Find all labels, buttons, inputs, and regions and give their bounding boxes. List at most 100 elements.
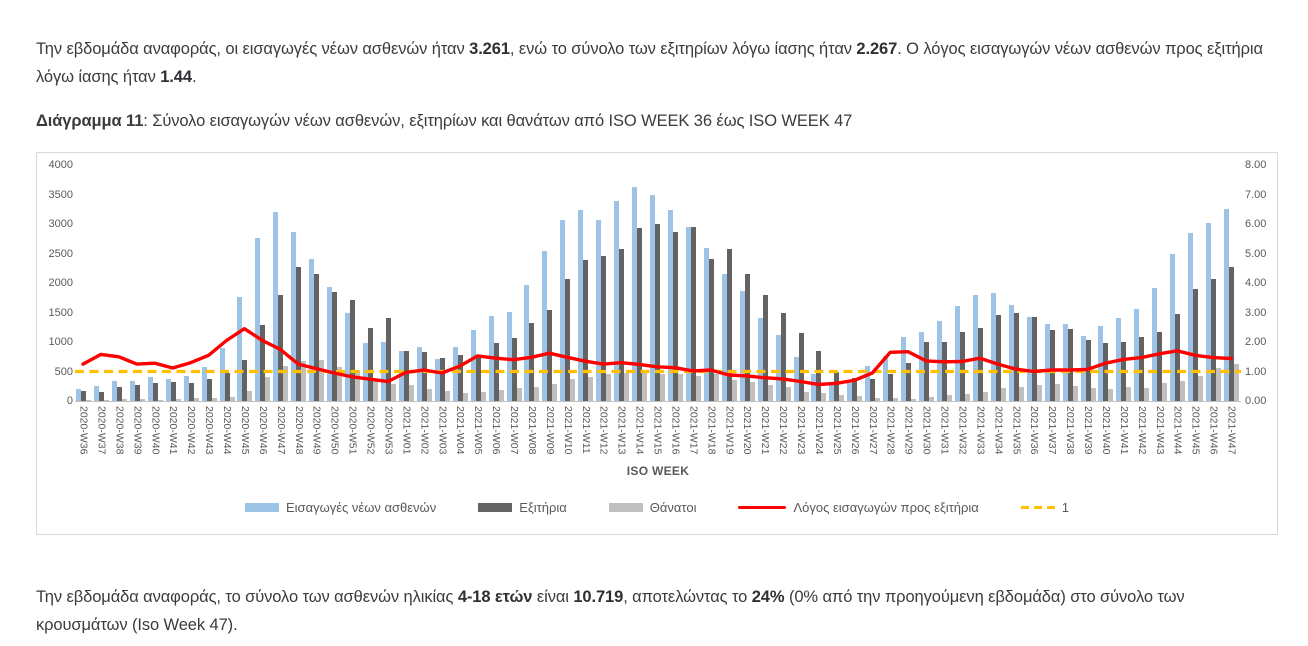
bar-discharges: [565, 279, 571, 401]
x-axis-label: 2021-W21: [759, 406, 772, 455]
bar-admissions: [847, 383, 853, 401]
bar-deaths: [677, 373, 683, 401]
x-axis-label: 2021-W23: [795, 406, 808, 455]
x-axis-label: 2021-W06: [490, 406, 503, 455]
x-axis-label: 2021-W38: [1064, 406, 1077, 455]
x-axis-label: 2021-W46: [1207, 406, 1220, 455]
bar-admissions: [919, 331, 925, 401]
bar-discharges: [1157, 331, 1163, 401]
x-axis-label: 2021-W24: [812, 406, 825, 455]
bar-discharges: [995, 314, 1001, 401]
bar-discharges: [242, 359, 248, 401]
bar-deaths: [1162, 382, 1168, 401]
x-axis-label: 2021-W09: [543, 406, 556, 455]
bar-deaths: [893, 397, 899, 401]
legend-line-swatch: [738, 506, 787, 509]
bar-admissions: [1134, 308, 1140, 401]
bar-deaths: [103, 399, 109, 401]
bar-discharges: [583, 259, 589, 401]
text-run: Την εβδομάδα αναφοράς, το σύνολο των ασθ…: [36, 587, 458, 606]
bar-admissions: [901, 336, 907, 401]
bar-discharges: [906, 362, 912, 401]
bar-deaths: [660, 373, 666, 401]
bar-discharges: [116, 387, 122, 401]
bar-discharges: [977, 327, 983, 401]
bar-admissions: [452, 347, 458, 401]
legend-item: Λόγος εισαγωγών προς εξιτήρια: [738, 500, 979, 515]
bar-admissions: [596, 220, 602, 401]
left-axis-tick: 3500: [48, 188, 73, 201]
x-axis-label: 2021-W45: [1189, 406, 1202, 455]
bar-deaths: [1000, 388, 1006, 401]
highlight-value: 24%: [751, 587, 785, 606]
bar-discharges: [296, 267, 302, 401]
legend-item: Εξιτήρια: [478, 500, 567, 515]
bar-discharges: [1175, 313, 1181, 401]
bar-discharges: [1031, 316, 1037, 401]
bar-admissions: [1206, 222, 1212, 401]
bar-discharges: [924, 342, 930, 401]
bar-deaths: [139, 399, 145, 401]
bar-discharges: [870, 379, 876, 401]
bar-admissions: [650, 195, 656, 401]
x-axis-label: 2021-W22: [777, 406, 790, 455]
legend-item: Θάνατοι: [608, 500, 696, 515]
bar-discharges: [314, 274, 320, 401]
bar-deaths: [157, 399, 163, 401]
bar-admissions: [183, 376, 189, 401]
bar-admissions: [416, 347, 422, 401]
report-paragraph-admissions: Την εβδομάδα αναφοράς, οι εισαγωγές νέων…: [36, 35, 1280, 91]
bar-discharges: [637, 228, 643, 401]
bar-discharges: [959, 331, 965, 401]
x-axis-line: [75, 401, 1241, 402]
bar-deaths: [1198, 375, 1204, 401]
bar-deaths: [426, 389, 432, 401]
bar-deaths: [875, 398, 881, 401]
bar-admissions: [291, 231, 297, 401]
x-axis-label: 2020-W44: [221, 406, 233, 455]
bar-admissions: [273, 212, 279, 401]
bar-deaths: [642, 373, 648, 401]
bar-admissions: [345, 312, 351, 401]
bar-deaths: [301, 360, 307, 401]
bar-admissions: [524, 285, 530, 401]
bar-deaths: [911, 399, 917, 401]
bar-discharges: [798, 333, 804, 401]
bar-admissions: [219, 347, 225, 401]
bar-admissions: [255, 238, 261, 401]
bar-discharges: [421, 352, 427, 401]
bar-admissions: [990, 292, 996, 401]
bar-discharges: [762, 295, 768, 401]
bar-discharges: [1139, 336, 1145, 401]
bar-admissions: [1152, 288, 1158, 401]
report-paragraph-age-group: Την εβδομάδα αναφοράς, το σύνολο των ασθ…: [36, 583, 1280, 639]
x-axis-label: 2020-W39: [131, 406, 144, 455]
bar-deaths: [337, 366, 343, 401]
x-axis-label: 2021-W07: [508, 406, 521, 455]
right-axis-tick: 0.00: [1245, 395, 1267, 407]
x-axis-label: 2021-W12: [597, 406, 610, 455]
bar-discharges: [834, 372, 840, 401]
right-axis-tick: 5.00: [1245, 247, 1267, 260]
text-run: (0% από την προηγούμενη εβδομάδα) στο σύ…: [36, 587, 1185, 634]
x-axis-label: 2021-W17: [687, 406, 700, 455]
bar-discharges: [726, 248, 732, 401]
bar-discharges: [152, 382, 158, 401]
bar-deaths: [1180, 380, 1186, 401]
line-series-overlay: [75, 326, 1241, 387]
x-axis-label: 2020-W47: [274, 406, 287, 455]
x-axis-label: 2021-W35: [1010, 406, 1023, 455]
right-axis-tick: 6.00: [1245, 218, 1267, 230]
highlight-value: 4-18 ετών: [457, 587, 533, 606]
bar-admissions: [327, 287, 333, 401]
x-axis-label: 2020-W46: [256, 406, 269, 455]
x-axis-label: 2020-W36: [77, 406, 90, 455]
bar-admissions: [1224, 208, 1230, 401]
bar-deaths: [86, 400, 91, 401]
legend-bar-swatch: [245, 503, 279, 512]
bar-discharges: [81, 391, 86, 401]
highlight-value: 10.719: [573, 587, 624, 606]
x-axis-label: 2021-W36: [1028, 406, 1041, 455]
bar-admissions: [1188, 233, 1194, 401]
legend-label: Εξιτήρια: [519, 500, 567, 515]
